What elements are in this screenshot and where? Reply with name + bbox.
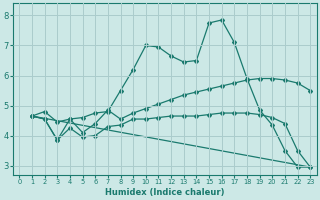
X-axis label: Humidex (Indice chaleur): Humidex (Indice chaleur) xyxy=(105,188,225,197)
